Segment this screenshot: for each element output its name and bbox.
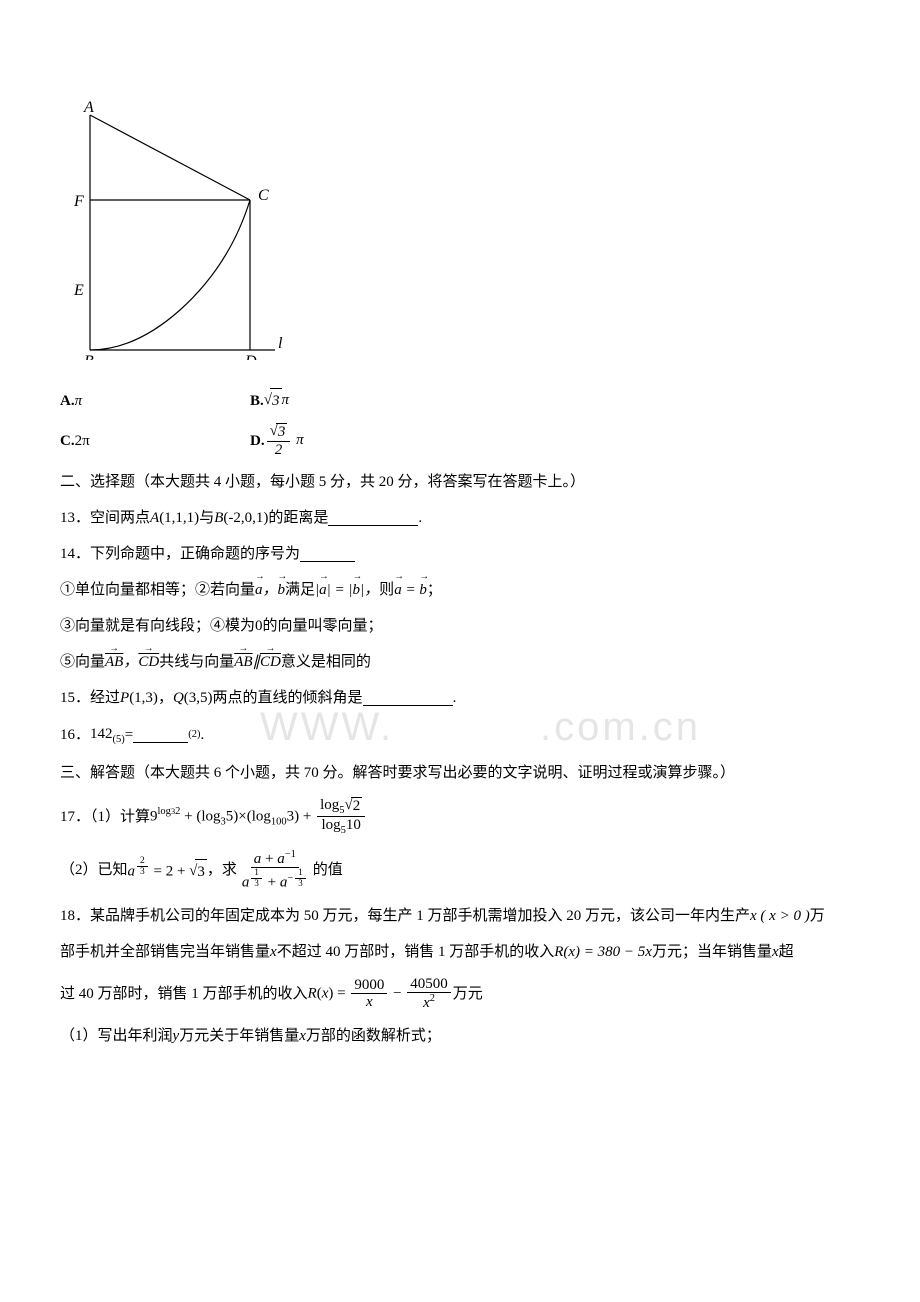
label-l: l [278,335,283,352]
q13: 13．空间两点 A(1,1,1) 与 B(-2,0,1) 的距离是 . [60,506,860,530]
q17b-mid: ，求 [207,858,237,882]
q13-prefix: 13．空间两点 [60,506,150,530]
q18-l3b: 万元 [453,982,483,1006]
q13-mid: 与 [199,506,214,530]
q14-l1c: 则 [379,578,394,602]
q15-prefix: 15．经过 [60,686,120,710]
q18-R1: R(x) = 380 − 5x [554,940,652,964]
q13-blank [328,510,418,526]
label-D: D [244,353,257,360]
q14-l2a: ③向量就是有向线段；④模为 [60,614,255,638]
q18-sub1: （1）写出年利润 y 万元关于年销售量 x 万部的函数解析式； [60,1024,860,1048]
q18-xgt0: x ( x > 0 ) [750,904,810,928]
q16-eq: = [125,723,133,747]
choice-A-val: π [75,389,83,413]
q18-l2a: 部手机并全部销售完当年销售量 [60,940,270,964]
q18-l2d: 超 [779,940,794,964]
q13-end: . [418,506,422,530]
q15-blank [363,690,453,706]
q15-mid: ， [158,686,173,710]
q14-head-text: 14．下列命题中，正确命题的序号为 [60,542,300,566]
q16-sub2: (2) [188,727,200,744]
q14-blank [300,546,355,562]
q15-suffix: 两点的直线的倾斜角是 [213,686,363,710]
q14-l1b: 满足 [285,578,315,602]
q14-l1d: ； [427,578,442,602]
choice-B-sqrt: 3 [270,388,282,413]
choice-A-label: A. [60,389,75,413]
q17b-suffix: 的值 [313,858,343,882]
q18-l2c: 万元；当年销售量 [652,940,772,964]
q17a-prefix: 17．（1）计算 [60,805,150,829]
q18-sub1b: 万元关于年销售量 [179,1024,299,1048]
label-E: E [73,282,84,299]
choice-B-label: B. [250,389,264,413]
q18-l3: 过 40 万部时，销售 1 万部手机的收入 R(x) = 9000x − 405… [60,976,860,1012]
q18-l1b: 万 [810,904,825,928]
q15-end: . [453,686,457,710]
q13-Bargs: (-2,0,1) [223,510,268,526]
choice-row-cd: C. 2π D. √3 2 π [60,423,860,458]
q14-l1a: ①单位向量都相等；②若向量 [60,578,255,602]
q15-Q: Q [173,690,184,706]
q18-l3a: 过 40 万部时，销售 1 万部手机的收入 [60,982,308,1006]
q18-R2: R(x) = 9000x − 40500x2 [308,976,453,1012]
q15-Pargs: (1,3) [129,690,158,706]
q18-x1: x [270,940,277,964]
choice-D-num: 3 [276,423,288,441]
q16: 16． 142(5) = (2) . [60,722,860,749]
q17b-prefix: （2）已知 [60,858,128,882]
section-3-heading: 三、解答题（本大题共 6 个小题，共 70 分。解答时要求写出必要的文字说明、证… [60,761,860,785]
q18-l1: 18．某品牌手机公司的年固定成本为 50 万元，每生产 1 万部手机需增加投入 … [60,904,860,928]
q16-sub1: (5) [113,734,125,745]
q17b-given: a23 = 2 + √3 [128,856,207,884]
q14-l1: ①单位向量都相等；②若向量 a，b 满足 |a| = |b|， 则 a = b … [60,578,860,602]
q18-l2: 部手机并全部销售完当年销售量 x 不超过 40 万部时，销售 1 万部手机的收入… [60,940,860,964]
choice-B-suffix: π [282,392,290,408]
q14-head: 14．下列命题中，正确命题的序号为 [60,542,860,566]
q13-Aargs: (1,1,1) [159,510,199,526]
q15-P: P [120,690,129,706]
choice-D-label: D. [250,429,265,453]
q18-l1a: 18．某品牌手机公司的年固定成本为 50 万元，每生产 1 万部手机需增加投入 … [60,904,750,928]
q18-x2: x [772,940,779,964]
label-A: A [83,100,94,116]
q13-suffix: 的距离是 [268,506,328,530]
geometry-diagram: A F C E B D l [60,100,860,368]
q18-x3: x [299,1024,306,1048]
q18-y: y [173,1024,180,1048]
choice-D-suffix: π [296,432,304,448]
q18-l2b: 不超过 40 万部时，销售 1 万部手机的收入 [277,940,555,964]
q14-l2: ③向量就是有向线段；④模为 0 的向量叫零向量； [60,614,860,638]
choice-row-ab: A. π B. √3π [60,388,860,413]
q13-B: B [214,510,223,526]
q18-sub1a: （1）写出年利润 [60,1024,173,1048]
label-B: B [84,353,94,360]
choice-D-den: 2 [272,442,286,459]
label-C: C [258,187,269,204]
q16-blank [133,727,188,743]
choice-C-label: C. [60,429,75,453]
q16-val: 142 [90,726,113,742]
section-2-heading: 二、选择题（本大题共 4 小题，每小题 5 分，共 20 分，将答案写在答题卡上… [60,470,860,494]
q16-end: . [200,723,204,747]
q15-Qargs: (3,5) [184,690,213,706]
q15: 15．经过 P(1,3) ， Q(3,5) 两点的直线的倾斜角是 . [60,686,860,710]
q17a-expr: 9log32 + (log35)×(log1003) + log5√2 log5… [150,797,367,837]
q13-A: A [150,510,159,526]
q14-l2b: 的向量叫零向量； [263,614,383,638]
q18-sub1c: 万部的函数解析式； [306,1024,441,1048]
q14-l3: ⑤向量 AB，CD 共线与向量 AB∥CD 意义是相同的 [60,650,860,674]
q14-l3c: 意义是相同的 [281,650,371,674]
q14-l3a: ⑤向量 [60,650,105,674]
q17a: 17．（1）计算 9log32 + (log35)×(log1003) + lo… [60,797,860,837]
label-F: F [73,193,84,210]
q14-l3b: 共线与向量 [159,650,234,674]
choice-C-val: 2π [75,429,90,453]
q16-prefix: 16． [60,723,90,747]
q17b: （2）已知 a23 = 2 + √3 ，求 a + a−1 a13 + a−13… [60,849,860,892]
q17b-target: a + a−1 a13 + a−13 [237,849,313,892]
